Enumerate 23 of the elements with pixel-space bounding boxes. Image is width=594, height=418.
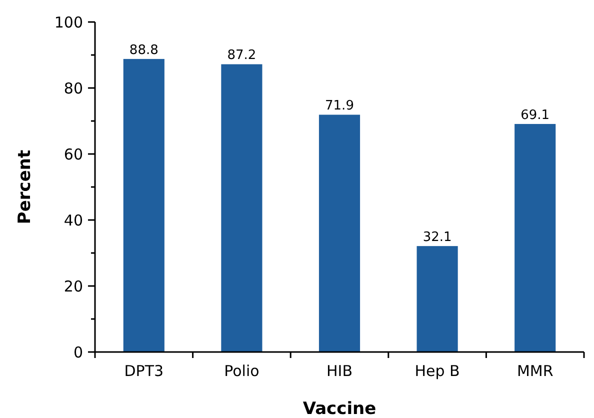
data-label: 69.1 (520, 108, 550, 123)
bar (416, 246, 458, 352)
bar (123, 58, 164, 352)
x-tick-label: MMR (516, 362, 554, 380)
x-tick-label: HIB (326, 362, 352, 380)
x-tick-label: Hep B (414, 362, 460, 380)
x-tick-label: DPT3 (124, 362, 164, 380)
y-tick-label: 100 (54, 13, 83, 32)
data-label: 88.8 (129, 42, 158, 58)
data-label: 71.9 (325, 98, 354, 114)
bar (221, 64, 262, 352)
y-tick-label: 40 (64, 211, 83, 230)
bar (318, 114, 360, 352)
x-tick-label: Polio (224, 362, 260, 380)
y-tick-label: 20 (64, 277, 83, 296)
data-label: 87.2 (227, 48, 256, 64)
y-axis-title: Percent (15, 150, 35, 224)
x-axis-title: Vaccine (302, 399, 376, 418)
y-tick-label: 0 (73, 343, 83, 362)
data-label: 32.1 (422, 230, 452, 246)
y-tick-label: 80 (64, 79, 83, 98)
y-tick-label: 60 (64, 145, 83, 164)
bar (514, 124, 556, 352)
